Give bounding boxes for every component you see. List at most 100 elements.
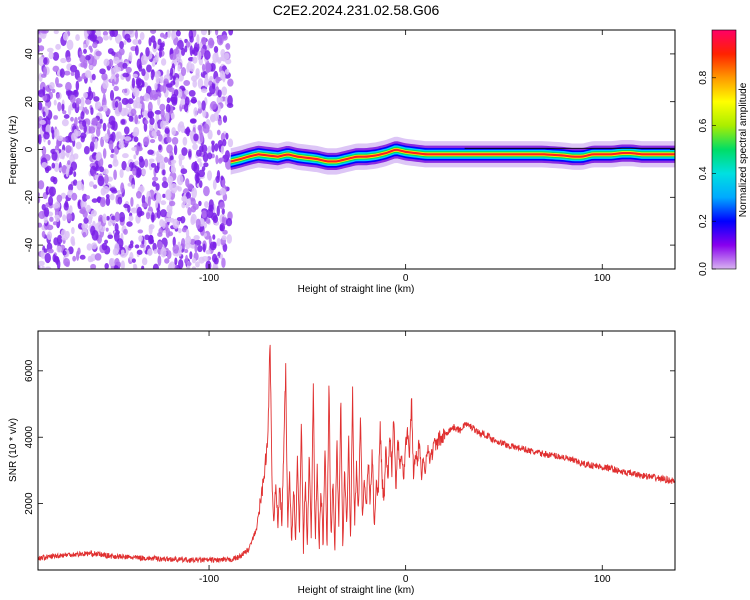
noise-blob (122, 72, 130, 78)
noise-blob (131, 258, 136, 263)
noise-blob (62, 250, 67, 256)
noise-blob (70, 161, 78, 171)
noise-blob (42, 30, 49, 34)
noise-blob (166, 136, 172, 143)
noise-blob (171, 30, 175, 41)
noise-blob (47, 139, 51, 146)
noise-blob (169, 155, 174, 162)
noise-blob (68, 104, 72, 116)
noise-blob (160, 42, 165, 48)
noise-blob (204, 50, 211, 60)
noise-blob (51, 162, 56, 169)
noise-blob (177, 64, 181, 72)
noise-blob (117, 189, 121, 195)
noise-blob (222, 229, 228, 235)
noise-blob (130, 108, 137, 116)
noise-blob (44, 266, 52, 269)
noise-blob (42, 86, 46, 97)
noise-blob (223, 52, 230, 60)
noise-blob (108, 140, 114, 151)
noise-blob (200, 30, 207, 36)
noise-blob (202, 151, 209, 163)
noise-blob (221, 86, 228, 96)
noise-blob (154, 165, 160, 174)
spectrogram-y-tick-label: -40 (24, 237, 35, 252)
noise-blob (148, 224, 153, 235)
noise-blob (71, 227, 75, 235)
noise-blob (55, 76, 59, 86)
noise-blob (180, 216, 186, 224)
snr-y-tick-label: 6000 (24, 359, 35, 382)
noise-blob (150, 162, 157, 168)
noise-blob (38, 45, 45, 52)
noise-blob (73, 89, 77, 95)
noise-blob (176, 174, 184, 186)
noise-blob (160, 200, 167, 206)
noise-blob (137, 229, 144, 234)
noise-blob (82, 120, 87, 127)
noise-blob (194, 243, 198, 253)
noise-blob (188, 150, 192, 158)
noise-blob (195, 218, 201, 230)
noise-blob (192, 56, 198, 64)
noise-blob (204, 74, 209, 81)
noise-blob (135, 101, 142, 109)
noise-blob (102, 122, 107, 132)
noise-blob (221, 208, 225, 215)
noise-blob (101, 73, 108, 81)
noise-blob (112, 120, 118, 132)
noise-blob (190, 118, 196, 123)
noise-blob (102, 31, 109, 36)
spectrogram-panel: -100 0 100 -40 -20 0 20 40 Height of straight l… (8, 29, 676, 295)
noise-blob (144, 119, 149, 125)
noise-blob (191, 187, 197, 199)
noise-blob (136, 249, 143, 255)
noise-blob (212, 234, 216, 240)
noise-blob (119, 168, 124, 179)
noise-blob (170, 112, 175, 120)
noise-blob (41, 162, 48, 169)
noise-blob (82, 193, 88, 202)
noise-blob (215, 57, 223, 62)
noise-blob (95, 50, 102, 57)
noise-blob (165, 103, 171, 114)
noise-blob (77, 247, 81, 255)
noise-blob (125, 166, 131, 172)
noise-blob (122, 62, 128, 69)
noise-blob (187, 206, 192, 216)
noise-blob (185, 191, 192, 200)
noise-blob (65, 168, 69, 178)
noise-blob (147, 111, 155, 119)
noise-blob (216, 95, 223, 105)
noise-blob (110, 74, 117, 83)
noise-blob (138, 158, 145, 169)
noise-blob (127, 205, 131, 213)
noise-blob (199, 180, 203, 189)
noise-blob (53, 162, 60, 173)
noise-blob (121, 160, 127, 171)
noise-blob (122, 153, 129, 159)
noise-blob (214, 30, 219, 36)
noise-blob (107, 219, 112, 227)
noise-blob (102, 148, 107, 159)
noise-blob (92, 42, 98, 49)
noise-blob (185, 254, 189, 265)
noise-blob (227, 138, 234, 148)
noise-blob (187, 198, 192, 207)
noise-blob (38, 37, 42, 44)
noise-blob (70, 71, 75, 76)
noise-blob (62, 32, 69, 41)
noise-blob (166, 211, 172, 218)
noise-blob (118, 211, 126, 223)
noise-blob (217, 158, 223, 164)
noise-blob (105, 196, 111, 206)
noise-blob (185, 228, 190, 238)
spectrogram-y-tick-label: -20 (24, 190, 35, 205)
noise-blob (43, 131, 50, 140)
noise-blob (209, 75, 214, 81)
noise-blob (134, 45, 139, 56)
noise-blob (164, 258, 170, 264)
noise-blob (202, 41, 207, 46)
noise-blob (148, 158, 155, 163)
